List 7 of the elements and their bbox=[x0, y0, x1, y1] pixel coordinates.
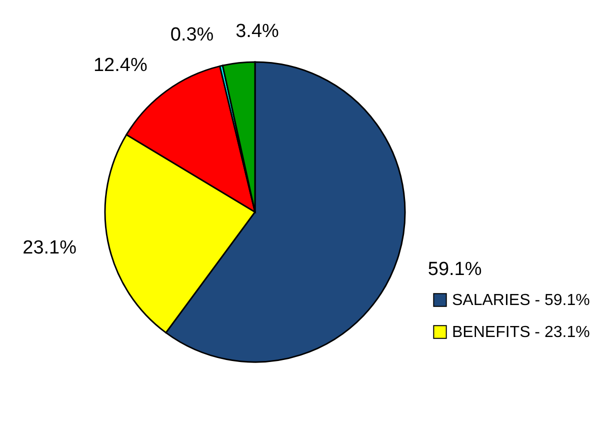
data-label: 12.4% bbox=[93, 55, 148, 76]
data-label: 0.3% bbox=[170, 24, 214, 46]
data-label: 59.1% bbox=[428, 258, 482, 280]
legend-label: BENEFITS - 23.1% bbox=[452, 324, 590, 341]
legend-label: SALARIES - 59.1% bbox=[452, 292, 590, 309]
data-label: 3.4% bbox=[236, 21, 280, 42]
data-label: 23.1% bbox=[22, 238, 77, 259]
